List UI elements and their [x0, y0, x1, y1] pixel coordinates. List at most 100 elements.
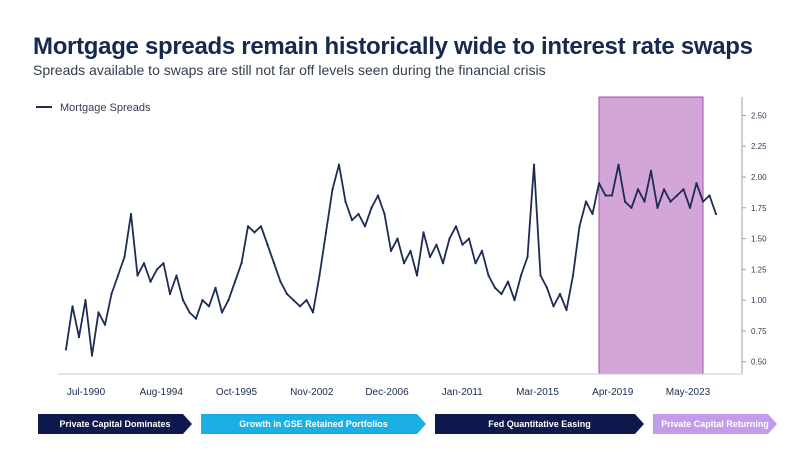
- data-point: [90, 354, 94, 357]
- data-point: [324, 231, 328, 234]
- data-point: [526, 255, 529, 259]
- data-point: [571, 274, 575, 277]
- data-point: [84, 299, 87, 302]
- data-point: [552, 305, 555, 308]
- x-tick-label: Jul-1990: [67, 387, 106, 398]
- data-point: [669, 200, 672, 203]
- data-point: [714, 212, 718, 216]
- data-point: [188, 311, 191, 314]
- data-point: [64, 348, 68, 351]
- data-point: [539, 274, 542, 277]
- data-point: [142, 262, 146, 265]
- data-point: [331, 188, 334, 191]
- data-point: [279, 280, 282, 283]
- data-point: [350, 219, 354, 222]
- chart-area: Mortgage Spreads 2.50 2.25 2.00 1.75 1.50 1.2…: [36, 96, 767, 398]
- data-point: [344, 200, 347, 203]
- data-point: [97, 311, 100, 314]
- data-point: [376, 194, 380, 197]
- data-point: [129, 212, 133, 216]
- data-point: [71, 305, 74, 308]
- data-point: [318, 274, 321, 277]
- data-point: [487, 274, 490, 277]
- data-point: [701, 200, 705, 203]
- data-point: [584, 200, 588, 203]
- x-tick-label: Mar-2015: [516, 387, 559, 398]
- y-tick-label: 1.75: [751, 204, 767, 213]
- data-point: [259, 225, 263, 228]
- data-point: [363, 225, 367, 228]
- data-point: [448, 237, 451, 240]
- y-tick-label: 0.75: [751, 327, 767, 336]
- data-point: [545, 286, 549, 289]
- x-tick-label: May-2023: [666, 387, 711, 398]
- data-point: [610, 194, 614, 197]
- data-point: [370, 206, 373, 209]
- x-tick-label: Nov-2002: [290, 387, 334, 398]
- data-point: [409, 249, 412, 252]
- data-point: [311, 311, 315, 314]
- highlight-period-band: [598, 96, 704, 375]
- y-tick-label: 0.50: [751, 358, 767, 367]
- data-point: [396, 237, 399, 240]
- data-point: [708, 194, 711, 197]
- data-point: [285, 292, 289, 296]
- data-point: [194, 317, 198, 320]
- data-point: [617, 163, 620, 166]
- phase-banner-private-capital-returning: Private Capital Returning: [653, 414, 777, 434]
- data-point: [474, 262, 477, 265]
- data-point: [675, 194, 679, 197]
- data-point: [77, 336, 81, 339]
- data-point: [272, 262, 276, 265]
- data-point: [636, 188, 640, 191]
- data-point: [357, 212, 360, 216]
- data-point: [233, 280, 237, 283]
- chart-subtitle: Spreads available to swaps are still not…: [33, 62, 546, 78]
- data-point: [181, 299, 185, 302]
- data-point: [123, 255, 126, 259]
- y-tick-label: 1.50: [751, 235, 767, 244]
- legend-label: Mortgage Spreads: [60, 102, 151, 114]
- data-point: [149, 280, 152, 283]
- data-point: [649, 169, 653, 172]
- data-point: [480, 249, 484, 252]
- y-tick-label: 1.00: [751, 296, 767, 305]
- x-tick-label: Oct-1995: [216, 387, 258, 398]
- data-point: [682, 188, 685, 191]
- data-point: [597, 182, 601, 185]
- data-point: [103, 323, 107, 326]
- data-point: [292, 299, 295, 302]
- data-point: [604, 194, 607, 197]
- data-point: [441, 262, 445, 265]
- data-point: [201, 299, 204, 302]
- data-point: [461, 243, 464, 246]
- x-tick-label: Dec-2006: [365, 387, 409, 398]
- data-point: [422, 231, 425, 234]
- data-point: [168, 292, 172, 296]
- data-point: [402, 262, 406, 265]
- data-point: [513, 299, 516, 302]
- data-point: [110, 292, 113, 296]
- y-tick-label: 1.25: [751, 265, 767, 274]
- data-point: [630, 206, 633, 209]
- data-point: [493, 286, 497, 289]
- data-point: [116, 274, 120, 277]
- data-point: [688, 206, 692, 209]
- x-tick-label: Aug-1994: [140, 387, 184, 398]
- data-point: [389, 249, 393, 252]
- data-point: [266, 243, 269, 246]
- y-tick-label: 2.00: [751, 173, 767, 182]
- data-point: [415, 274, 419, 277]
- y-tick-label: 2.25: [751, 142, 767, 151]
- data-point: [578, 225, 581, 228]
- data-point: [591, 212, 594, 216]
- chart-title: Mortgage spreads remain historically wid…: [33, 33, 753, 60]
- phase-banner-fed-qe: Fed Quantitative Easing: [435, 414, 644, 434]
- data-point: [155, 268, 159, 271]
- data-point: [467, 237, 471, 240]
- data-point: [253, 231, 256, 234]
- data-point: [227, 299, 230, 302]
- data-point: [558, 292, 562, 296]
- data-point: [662, 188, 666, 191]
- data-point: [656, 206, 659, 209]
